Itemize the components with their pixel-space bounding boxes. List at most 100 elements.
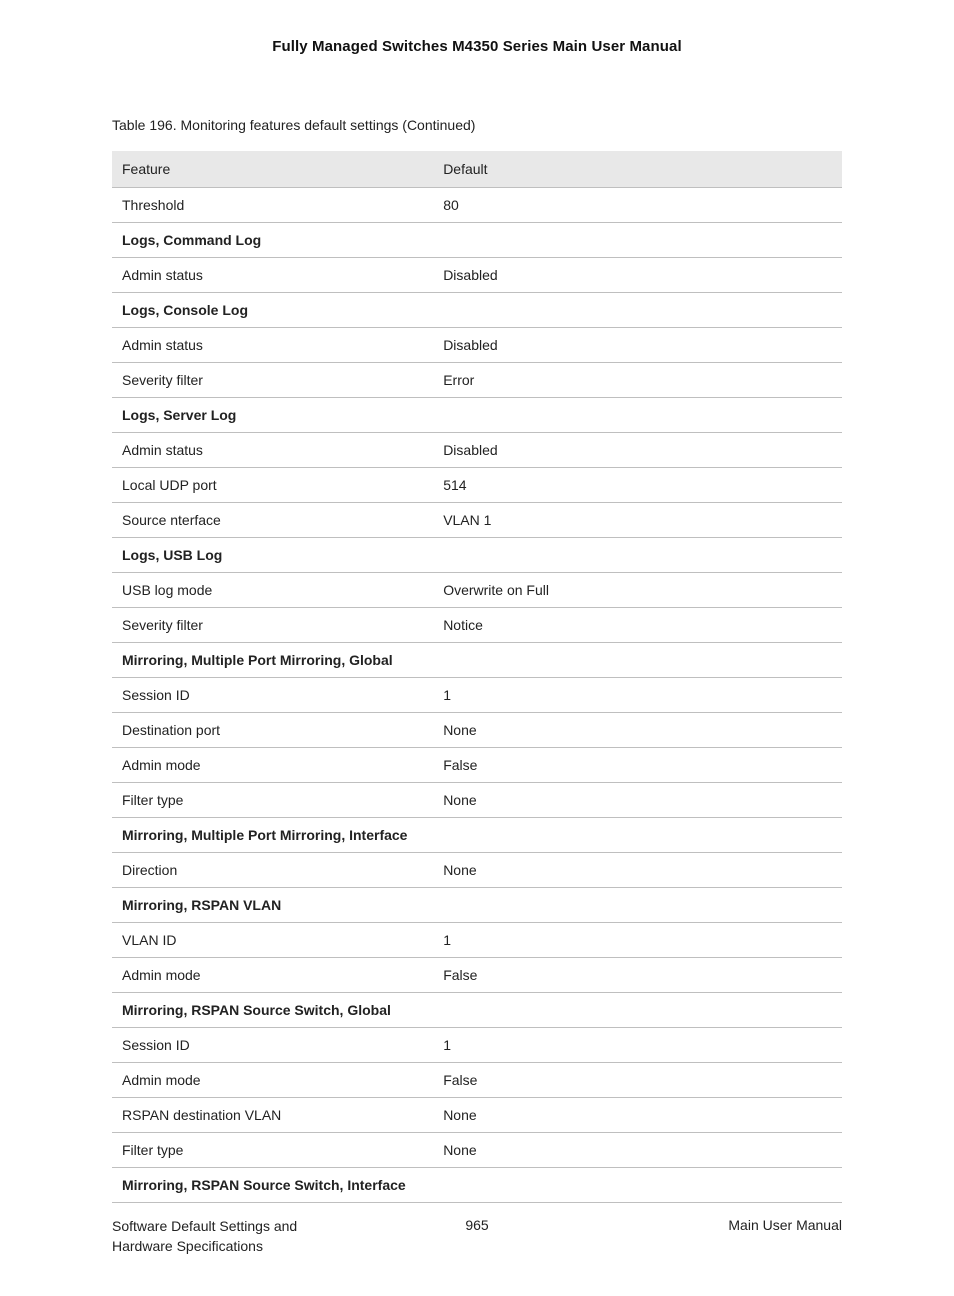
cell-feature: Mirroring, Multiple Port Mirroring, Glob… [112,643,433,678]
cell-feature: Admin mode [112,1063,433,1098]
cell-feature: Session ID [112,678,433,713]
table-row: Logs, Server Log [112,398,842,433]
cell-feature: Logs, USB Log [112,538,433,573]
table-row: Severity filterNotice [112,608,842,643]
table-row: Destination portNone [112,713,842,748]
page: Fully Managed Switches M4350 Series Main… [0,0,954,1296]
table-row: Session ID1 [112,678,842,713]
cell-default [433,888,842,923]
table-row: Mirroring, Multiple Port Mirroring, Inte… [112,818,842,853]
cell-default: None [433,1098,842,1133]
cell-default: False [433,1063,842,1098]
cell-feature: Mirroring, Multiple Port Mirroring, Inte… [112,818,433,853]
table-header-row: Feature Default [112,151,842,188]
cell-feature: Source nterface [112,503,433,538]
cell-feature: Admin status [112,433,433,468]
footer-page-number: 965 [404,1217,550,1233]
cell-feature: USB log mode [112,573,433,608]
table-row: Source nterfaceVLAN 1 [112,503,842,538]
document-title: Fully Managed Switches M4350 Series Main… [112,38,842,55]
cell-default: None [433,853,842,888]
table-row: Admin statusDisabled [112,258,842,293]
cell-feature: Mirroring, RSPAN VLAN [112,888,433,923]
cell-feature: Logs, Command Log [112,223,433,258]
cell-default: Disabled [433,258,842,293]
cell-feature: Session ID [112,1028,433,1063]
cell-default: None [433,1133,842,1168]
settings-table: Feature Default Threshold80Logs, Command… [112,151,842,1203]
header-default: Default [433,151,842,188]
table-caption: Table 196. Monitoring features default s… [112,117,842,133]
cell-feature: Severity filter [112,363,433,398]
cell-default [433,223,842,258]
cell-default [433,538,842,573]
table-row: Admin statusDisabled [112,328,842,363]
table-row: Threshold80 [112,188,842,223]
cell-feature: Logs, Console Log [112,293,433,328]
table-row: Mirroring, RSPAN Source Switch, Global [112,993,842,1028]
footer-left: Software Default Settings and Hardware S… [112,1217,404,1256]
cell-feature: VLAN ID [112,923,433,958]
cell-default: Notice [433,608,842,643]
table-row: Admin modeFalse [112,1063,842,1098]
cell-default: False [433,958,842,993]
cell-feature: Admin mode [112,958,433,993]
cell-default: False [433,748,842,783]
table-row: Filter typeNone [112,1133,842,1168]
cell-default [433,993,842,1028]
cell-feature: Mirroring, RSPAN Source Switch, Interfac… [112,1168,433,1203]
cell-feature: Filter type [112,1133,433,1168]
cell-default: 80 [433,188,842,223]
cell-default: VLAN 1 [433,503,842,538]
footer-right: Main User Manual [550,1217,842,1233]
cell-default: 514 [433,468,842,503]
footer-left-line1: Software Default Settings and [112,1218,297,1234]
cell-default: 1 [433,678,842,713]
cell-default: Disabled [433,433,842,468]
cell-feature: Mirroring, RSPAN Source Switch, Global [112,993,433,1028]
table-row: Logs, Command Log [112,223,842,258]
table-row: Admin modeFalse [112,748,842,783]
cell-default: 1 [433,1028,842,1063]
cell-default: None [433,713,842,748]
cell-feature: Admin mode [112,748,433,783]
table-row: Logs, Console Log [112,293,842,328]
cell-default: None [433,783,842,818]
table-row: Mirroring, Multiple Port Mirroring, Glob… [112,643,842,678]
table-row: VLAN ID1 [112,923,842,958]
cell-feature: Local UDP port [112,468,433,503]
table-row: Severity filterError [112,363,842,398]
cell-feature: RSPAN destination VLAN [112,1098,433,1133]
table-row: Admin modeFalse [112,958,842,993]
cell-default [433,398,842,433]
table-row: Admin statusDisabled [112,433,842,468]
cell-feature: Admin status [112,328,433,363]
page-footer: Software Default Settings and Hardware S… [112,1203,842,1256]
cell-default: Disabled [433,328,842,363]
cell-default [433,643,842,678]
table-row: Filter typeNone [112,783,842,818]
table-row: USB log modeOverwrite on Full [112,573,842,608]
table-row: Logs, USB Log [112,538,842,573]
cell-default [433,1168,842,1203]
cell-default: Overwrite on Full [433,573,842,608]
table-row: DirectionNone [112,853,842,888]
table-row: RSPAN destination VLANNone [112,1098,842,1133]
cell-default: Error [433,363,842,398]
header-feature: Feature [112,151,433,188]
cell-feature: Direction [112,853,433,888]
cell-feature: Severity filter [112,608,433,643]
cell-default: 1 [433,923,842,958]
cell-feature: Logs, Server Log [112,398,433,433]
table-row: Session ID1 [112,1028,842,1063]
cell-feature: Destination port [112,713,433,748]
cell-feature: Filter type [112,783,433,818]
cell-feature: Threshold [112,188,433,223]
cell-default [433,293,842,328]
table-row: Local UDP port514 [112,468,842,503]
cell-default [433,818,842,853]
table-row: Mirroring, RSPAN Source Switch, Interfac… [112,1168,842,1203]
footer-left-line2: Hardware Specifications [112,1238,263,1254]
table-row: Mirroring, RSPAN VLAN [112,888,842,923]
cell-feature: Admin status [112,258,433,293]
